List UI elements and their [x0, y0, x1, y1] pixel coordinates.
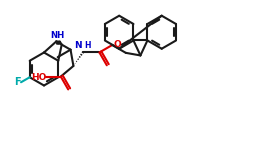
Text: HO: HO: [31, 73, 47, 82]
Text: N: N: [74, 41, 82, 50]
Text: F: F: [14, 77, 20, 87]
Text: O: O: [113, 40, 121, 49]
Text: H: H: [84, 41, 90, 50]
Text: NH: NH: [51, 31, 65, 40]
